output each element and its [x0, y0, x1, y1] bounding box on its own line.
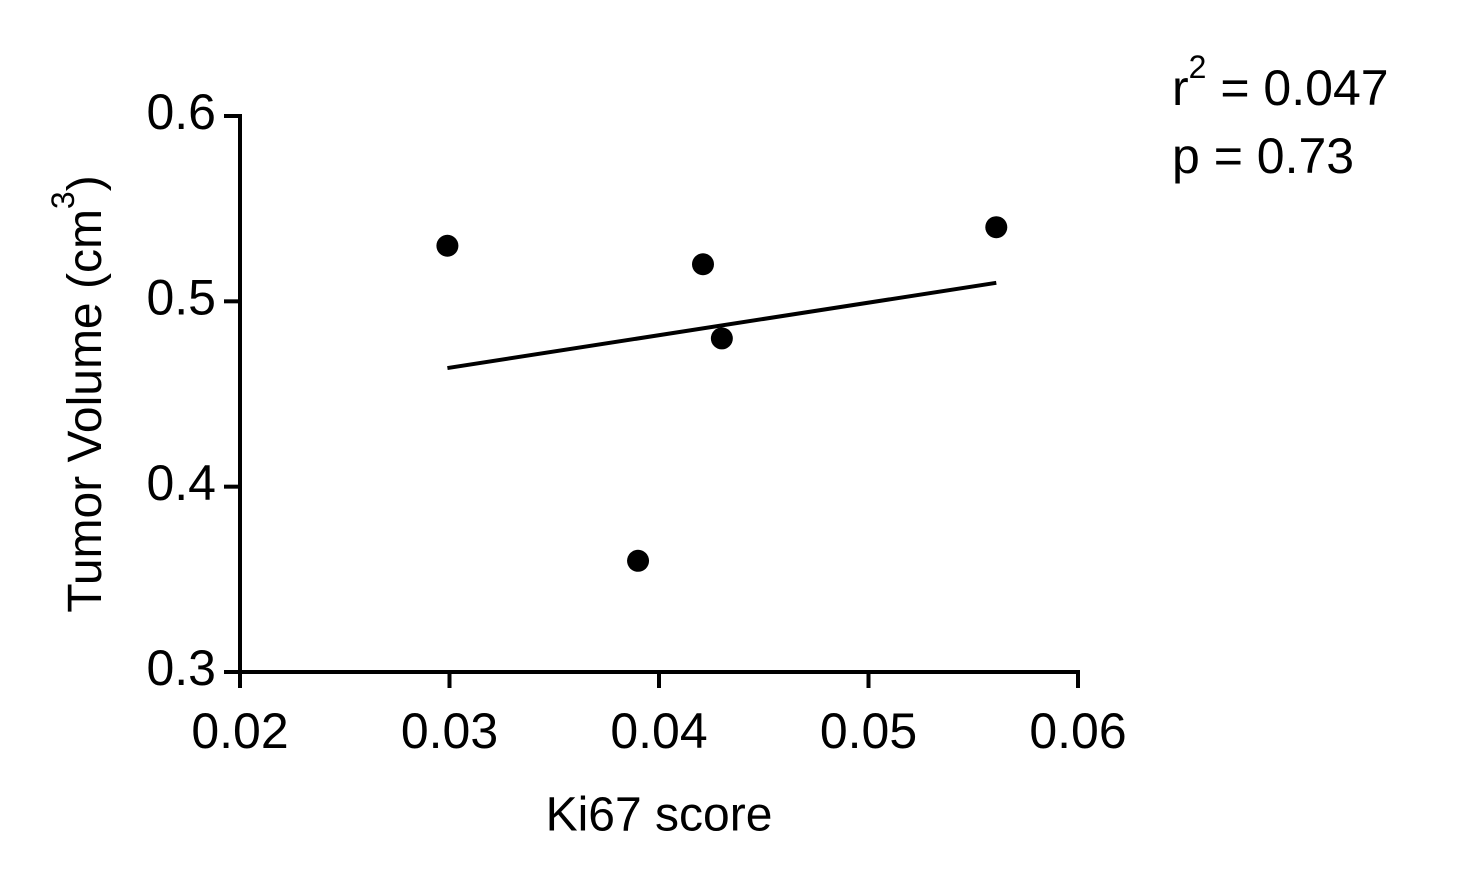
y-tick-label: 0.3 [146, 640, 216, 696]
annotation-superscript: 2 [1189, 49, 1207, 85]
annotation-lead: r [1172, 60, 1189, 116]
y-tick-label: 0.6 [146, 84, 216, 140]
x-tick-label: 0.05 [820, 703, 917, 759]
y-tick-label: 0.4 [146, 455, 216, 511]
point [436, 234, 459, 257]
y-tick-label: 0.5 [146, 270, 216, 326]
y-label-superscript: 3 [45, 191, 81, 209]
x-tick-label: 0.04 [610, 703, 707, 759]
x-tick-label: 0.02 [191, 703, 288, 759]
annotation: p = 0.73 [1172, 128, 1354, 184]
annotation-rest: = 0.047 [1206, 60, 1388, 116]
x-tick-label: 0.06 [1029, 703, 1126, 759]
y-axis-label: Tumor Volume (cm3) [45, 175, 111, 612]
point [627, 549, 650, 572]
annotation: r2 = 0.047 [1172, 49, 1389, 116]
x-tick-label: 0.03 [401, 703, 498, 759]
point [691, 253, 714, 276]
point [985, 216, 1008, 239]
point [710, 327, 733, 350]
x-axis-label: Ki67 score [546, 789, 773, 842]
fit-line [447, 280, 997, 371]
y-label-main: Tumor Volume (cm [59, 209, 112, 613]
y-label-end: ) [59, 175, 112, 191]
